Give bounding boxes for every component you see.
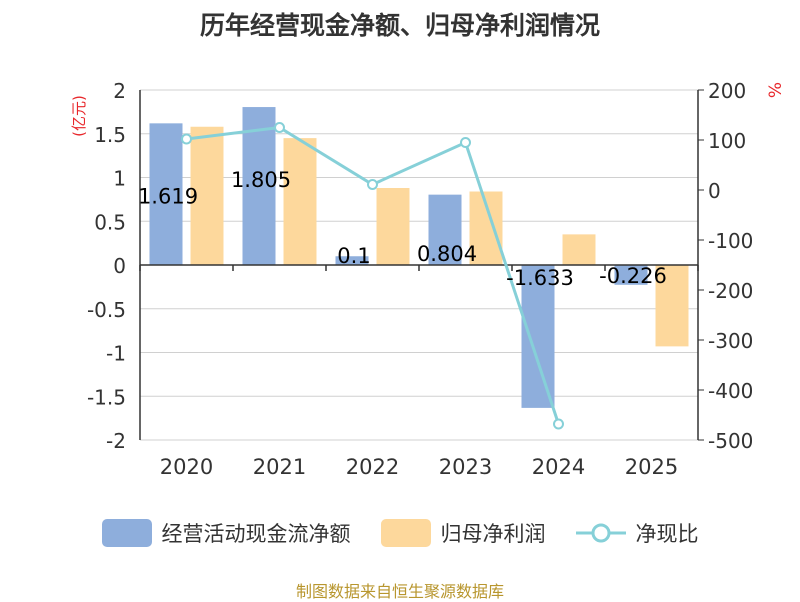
x-tick-label: 2025 bbox=[625, 455, 678, 479]
left-tick-label: 2 bbox=[113, 79, 126, 103]
left-tick-label: -2 bbox=[106, 429, 126, 453]
x-tick-label: 2021 bbox=[253, 455, 306, 479]
cashflow-bar bbox=[149, 123, 183, 266]
bar-data-label: 0.1 bbox=[337, 244, 370, 268]
cashflow-bar bbox=[614, 265, 648, 285]
bar-data-label: -1.633 bbox=[506, 266, 574, 290]
bar-series bbox=[149, 107, 689, 408]
left-tick-label: 0.5 bbox=[94, 210, 126, 234]
x-tick-label: 2020 bbox=[160, 455, 213, 479]
right-tick-label: 200 bbox=[708, 79, 746, 103]
bar-data-label: -0.226 bbox=[599, 264, 667, 288]
right-tick-label: -100 bbox=[708, 229, 753, 253]
left-tick-label: 1.5 bbox=[94, 123, 126, 147]
right-tick-label: 0 bbox=[708, 179, 721, 203]
gridlines bbox=[140, 89, 698, 441]
right-tick-label: -500 bbox=[708, 429, 753, 453]
legend-label-ratio: 净现比 bbox=[635, 522, 699, 546]
ratio-point bbox=[274, 122, 285, 133]
left-tick-label: -1.5 bbox=[87, 385, 126, 409]
cashflow-bar bbox=[521, 265, 555, 408]
right-axis-label: % bbox=[766, 82, 786, 98]
left-tick-label: 1 bbox=[113, 167, 126, 191]
legend-swatch-cashflow bbox=[101, 519, 152, 547]
x-tick-label: 2022 bbox=[346, 455, 399, 479]
chart-title: 历年经营现金净额、归母净利润情况 bbox=[199, 11, 600, 40]
legend-swatch-netprofit bbox=[380, 519, 431, 547]
right-tick-label: -200 bbox=[708, 279, 753, 303]
legend-item-cashflow[interactable]: 经营活动现金流净额 bbox=[101, 518, 351, 548]
bar-data-label: 1.805 bbox=[231, 168, 291, 192]
legend-item-netprofit[interactable]: 归母净利润 bbox=[380, 518, 546, 548]
ratio-point bbox=[553, 418, 564, 430]
x-tick-label: 2024 bbox=[532, 455, 585, 479]
axes: 2 1.5 1 0.5 0 -0.5 -1 -1.5 -2 200 100 0 -100 -200 -300… bbox=[87, 79, 753, 479]
data-labels: 1.619 1.805 0.1 0.804 -1.633 -0.226 bbox=[138, 168, 667, 290]
bar-data-label: 1.619 bbox=[138, 184, 198, 208]
ratio-point bbox=[367, 179, 378, 190]
netprofit-bar bbox=[283, 138, 317, 265]
ratio-point bbox=[460, 137, 471, 148]
cashflow-bar bbox=[242, 107, 276, 265]
right-tick-label: -400 bbox=[708, 379, 753, 403]
cashflow-bar bbox=[335, 256, 369, 265]
netprofit-bar bbox=[562, 234, 596, 265]
left-axis-label: (亿元) bbox=[70, 95, 88, 137]
legend-label-cashflow: 经营活动现金流净额 bbox=[161, 522, 351, 546]
legend: 经营活动现金流净额 归母净利润 净现比 bbox=[0, 518, 800, 548]
netprofit-bar bbox=[655, 265, 689, 347]
cashflow-bar bbox=[428, 194, 462, 265]
legend-item-ratio[interactable]: 净现比 bbox=[575, 518, 699, 548]
bar-data-label: 0.804 bbox=[417, 242, 477, 266]
netprofit-bar bbox=[190, 126, 224, 265]
legend-label-netprofit: 归母净利润 bbox=[440, 522, 546, 546]
right-tick-label: 100 bbox=[708, 129, 746, 153]
netprofit-bar bbox=[376, 188, 410, 265]
left-tick-label: -0.5 bbox=[87, 298, 126, 322]
source-note: 制图数据来自恒生聚源数据库 bbox=[295, 582, 504, 601]
ratio-line-series bbox=[181, 122, 564, 430]
left-tick-label: -1 bbox=[106, 342, 126, 366]
x-tick-label: 2023 bbox=[439, 455, 492, 479]
left-tick-label: 0 bbox=[113, 254, 126, 278]
right-tick-label: -300 bbox=[708, 329, 753, 353]
legend-swatch-ratio bbox=[575, 523, 626, 543]
ratio-point bbox=[181, 133, 192, 145]
